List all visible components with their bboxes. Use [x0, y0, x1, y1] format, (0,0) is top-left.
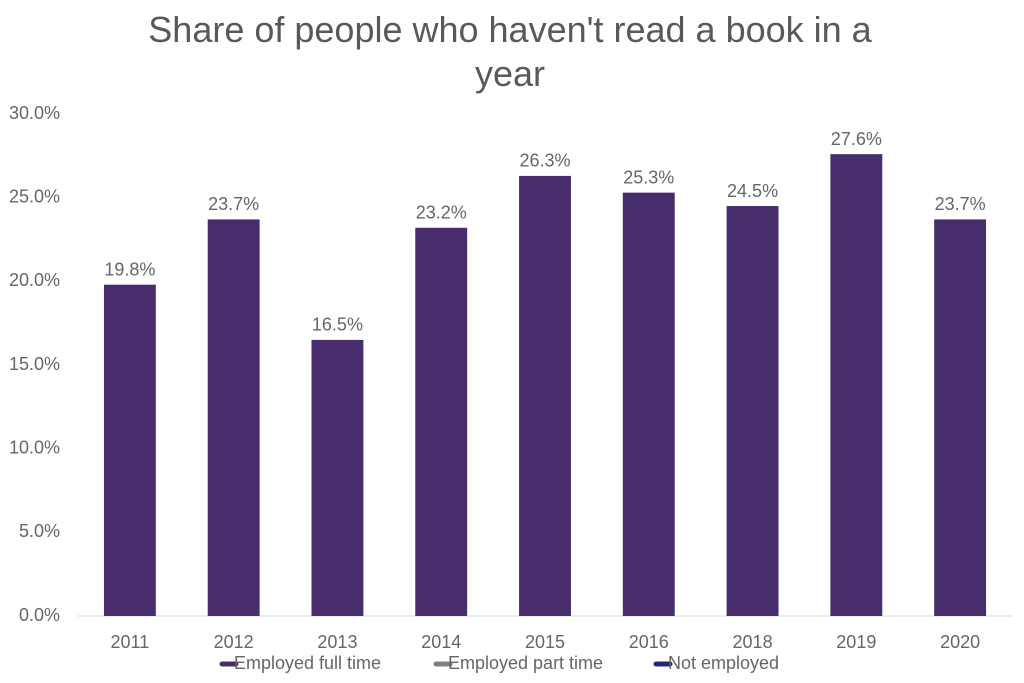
bar [311, 339, 364, 616]
x-tick-label: 2013 [317, 632, 357, 652]
bar [519, 175, 571, 616]
legend-label: Not employed [668, 653, 779, 673]
x-tick-label: 2011 [111, 632, 150, 652]
legend-label: Employed part time [448, 653, 603, 673]
y-tick-label: 5.0% [19, 521, 60, 541]
x-tick-label: 2020 [940, 632, 980, 652]
y-tick-label: 0.0% [19, 605, 60, 625]
legend-label: Employed full time [234, 653, 381, 673]
x-tick-label: 2014 [421, 632, 461, 652]
data-label: 16.5% [312, 315, 363, 335]
data-label: 23.7% [208, 194, 259, 214]
data-label: 23.2% [416, 203, 467, 223]
bar [103, 284, 156, 616]
y-tick-label: 30.0% [9, 103, 60, 123]
data-label: 26.3% [519, 151, 570, 171]
y-tick-label: 20.0% [9, 270, 60, 290]
x-tick-label: 2012 [214, 632, 254, 652]
bar [830, 154, 883, 616]
bar [207, 219, 260, 617]
y-tick-label: 15.0% [9, 354, 60, 374]
data-label: 27.6% [831, 129, 882, 149]
chart-title: Share of people who haven't read a book … [148, 9, 872, 94]
bar [934, 219, 987, 617]
data-label: 23.7% [935, 194, 986, 214]
data-label: 25.3% [623, 167, 674, 187]
data-label: 19.8% [104, 259, 155, 279]
bar [622, 192, 675, 616]
y-tick-label: 10.0% [9, 437, 60, 457]
bar [415, 227, 468, 616]
x-tick-label: 2018 [733, 632, 773, 652]
x-tick-label: 2016 [629, 632, 669, 652]
bar [726, 206, 779, 617]
x-tick-label: 2019 [836, 632, 876, 652]
x-tick-label: 2015 [525, 632, 565, 652]
y-tick-label: 25.0% [9, 186, 60, 206]
data-label: 24.5% [727, 181, 778, 201]
